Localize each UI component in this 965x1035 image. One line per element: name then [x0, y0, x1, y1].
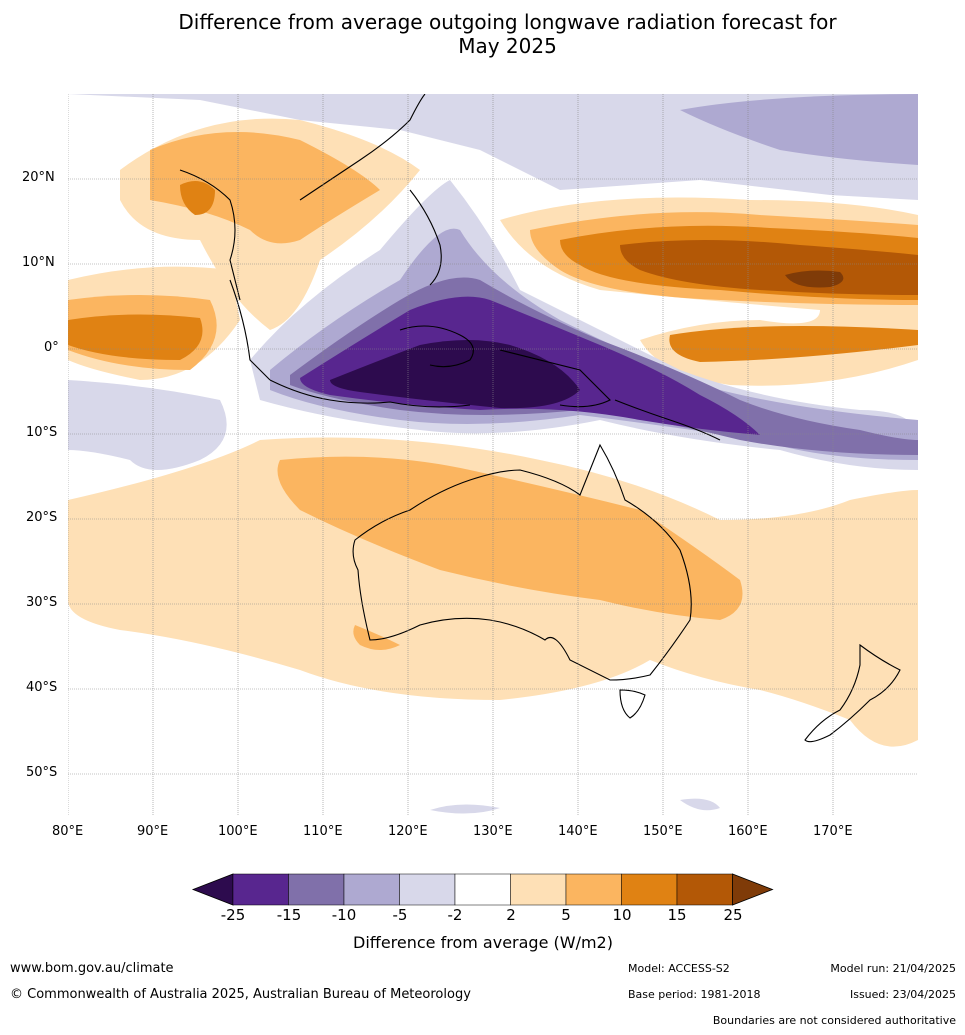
lon-label: 130°E [473, 824, 513, 839]
issued-text: Issued: 23/04/2025 [849, 988, 956, 1001]
colorbar-label: Difference from average (W/m2) [353, 933, 613, 952]
graticule [68, 94, 918, 816]
colorbar-swatch [232, 873, 289, 906]
base-period-text: Base period: 1981-2018 [628, 988, 761, 1001]
title-line-2: May 2025 [458, 34, 557, 58]
lat-label: 10°N [22, 255, 55, 270]
colorbar-extend-high [732, 873, 774, 906]
colorbar-swatch [399, 873, 456, 906]
colorbar-swatch [510, 873, 567, 906]
colorbar-swatch [454, 873, 511, 906]
coastlines [179, 94, 901, 743]
lat-label: 0° [44, 340, 59, 355]
model-run-text: Model run: 21/04/2025 [830, 962, 956, 975]
anomaly-field [68, 94, 918, 816]
lon-label: 170°E [813, 824, 853, 839]
colorbar-tick: -5 [392, 906, 408, 924]
lon-label: 80°E [52, 824, 84, 839]
colorbar-swatch [676, 873, 733, 906]
title-line-1: Difference from average outgoing longwav… [178, 10, 837, 34]
lat-label: 20°S [26, 510, 58, 525]
model-text: Model: ACCESS-S2 [628, 962, 730, 975]
lat-label: 40°S [26, 680, 58, 695]
lon-label: 150°E [643, 824, 683, 839]
lon-label: 90°E [137, 824, 169, 839]
lon-label: 120°E [388, 824, 428, 839]
map-title: Difference from average outgoing longwav… [0, 10, 965, 58]
lon-label: 100°E [218, 824, 258, 839]
colorbar-tick: 2 [506, 906, 516, 924]
colorbar-extend-low [191, 873, 234, 906]
copyright-text: © Commonwealth of Australia 2025, Austra… [10, 987, 471, 1002]
colorbar [191, 873, 774, 906]
lon-label: 140°E [558, 824, 598, 839]
lat-label: 30°S [26, 595, 58, 610]
website-link[interactable]: www.bom.gov.au/climate [10, 961, 174, 976]
lat-label: 20°N [22, 170, 55, 185]
colorbar-tick: 15 [667, 906, 687, 924]
colorbar-tick: 25 [723, 906, 743, 924]
lon-label: 110°E [303, 824, 343, 839]
colorbar-swatch [288, 873, 345, 906]
lat-label: 50°S [26, 765, 58, 780]
colorbar-swatch [621, 873, 678, 906]
colorbar-swatch [565, 873, 622, 906]
disclaimer-text: Boundaries are not considered authoritat… [712, 1014, 956, 1027]
colorbar-tick: 10 [612, 906, 632, 924]
lat-label: 10°S [26, 425, 58, 440]
colorbar-tick: -10 [331, 906, 357, 924]
colorbar-swatch [343, 873, 400, 906]
colorbar-tick: -2 [447, 906, 463, 924]
lon-label: 160°E [728, 824, 768, 839]
colorbar-tick: -25 [220, 906, 246, 924]
colorbar-tick: -15 [276, 906, 302, 924]
colorbar-tick: 5 [561, 906, 571, 924]
